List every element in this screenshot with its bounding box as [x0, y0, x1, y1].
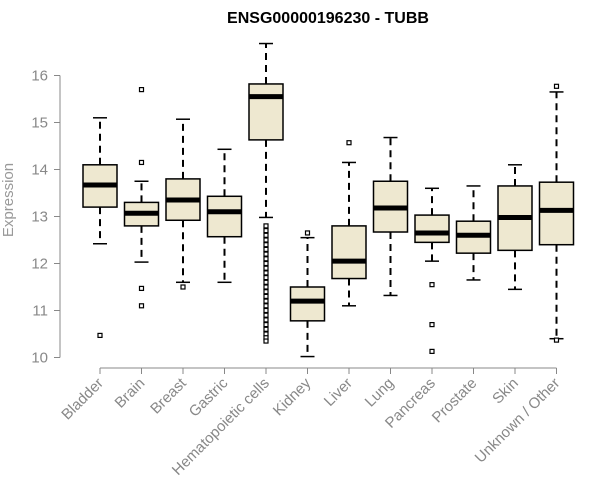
box-iqr — [414, 214, 450, 244]
chart-title: ENSG00000196230 - TUBB — [227, 10, 429, 27]
outlier-point — [263, 317, 269, 323]
x-tick-label: Bladder — [58, 375, 107, 424]
outlier-point — [263, 279, 269, 285]
box-lung — [372, 136, 409, 297]
outlier-point — [263, 232, 269, 238]
outlier-point — [263, 265, 269, 271]
x-tick-label: Brain — [112, 375, 149, 412]
x-tick-label: Prostate — [429, 375, 481, 427]
outlier-point — [429, 348, 435, 354]
y-tick-label: 13 — [31, 209, 48, 226]
y-tick-label: 11 — [32, 303, 48, 320]
x-tick-label: Lung — [362, 375, 398, 411]
box-liver — [331, 140, 367, 307]
box-prostate — [455, 185, 492, 281]
outlier-point — [263, 322, 269, 328]
box-breast — [165, 118, 201, 290]
x-tick-label: Kidney — [270, 374, 315, 419]
outlier-point — [429, 282, 435, 288]
box-kidney — [289, 230, 326, 358]
outlier-point — [263, 251, 269, 257]
outlier-point — [180, 284, 186, 290]
outlier-point — [263, 303, 269, 309]
outlier-point — [263, 284, 269, 290]
outlier-point — [263, 246, 269, 252]
box-series — [82, 42, 575, 358]
outlier-point — [263, 326, 269, 332]
outlier-point — [263, 228, 269, 234]
outlier-point — [263, 275, 269, 281]
outlier-point — [263, 312, 269, 318]
outlier-point — [263, 256, 269, 262]
outlier-point — [429, 322, 435, 328]
x-tick-label: Breast — [147, 374, 190, 417]
x-tick-label: Skin — [489, 375, 522, 408]
box-gastric — [206, 148, 243, 284]
outlier-point — [97, 332, 103, 339]
y-tick-label: 15 — [31, 115, 48, 132]
outlier-point — [263, 338, 269, 344]
outlier-point — [138, 285, 145, 292]
y-tick-label: 10 — [31, 350, 48, 367]
box-iqr — [248, 83, 284, 141]
outlier-point — [553, 83, 560, 89]
box-iqr — [331, 225, 367, 280]
outlier-point — [138, 159, 145, 166]
outlier-point — [263, 298, 269, 304]
box-iqr — [206, 195, 243, 238]
y-tick-label: 12 — [31, 256, 48, 273]
outlier-point — [263, 242, 269, 248]
outlier-point — [263, 293, 269, 299]
outlier-point — [263, 223, 269, 229]
box-hematopoietic-cells — [248, 42, 284, 344]
x-tick-label: Liver — [321, 375, 356, 410]
outlier-point — [263, 237, 269, 243]
y-axis: 10 11 12 13 14 15 16 — [31, 68, 61, 367]
outlier-point — [263, 289, 269, 295]
y-axis-label: Expression — [0, 163, 17, 237]
box-skin — [497, 164, 533, 291]
y-tick-label: 16 — [31, 68, 48, 85]
outlier-point — [138, 86, 145, 93]
box-unknown-other — [538, 83, 575, 343]
outlier-point — [138, 303, 145, 309]
box-bladder — [82, 117, 118, 339]
outlier-point — [553, 337, 560, 343]
outlier-point — [263, 270, 269, 276]
box-iqr — [538, 181, 575, 246]
outlier-point — [304, 230, 311, 236]
box-iqr — [289, 286, 326, 322]
outlier-point — [346, 140, 352, 146]
box-pancreas — [414, 187, 450, 354]
box-brain — [123, 86, 160, 309]
outlier-point — [263, 307, 269, 314]
outlier-point — [263, 260, 269, 267]
y-tick-label: 14 — [31, 162, 48, 179]
